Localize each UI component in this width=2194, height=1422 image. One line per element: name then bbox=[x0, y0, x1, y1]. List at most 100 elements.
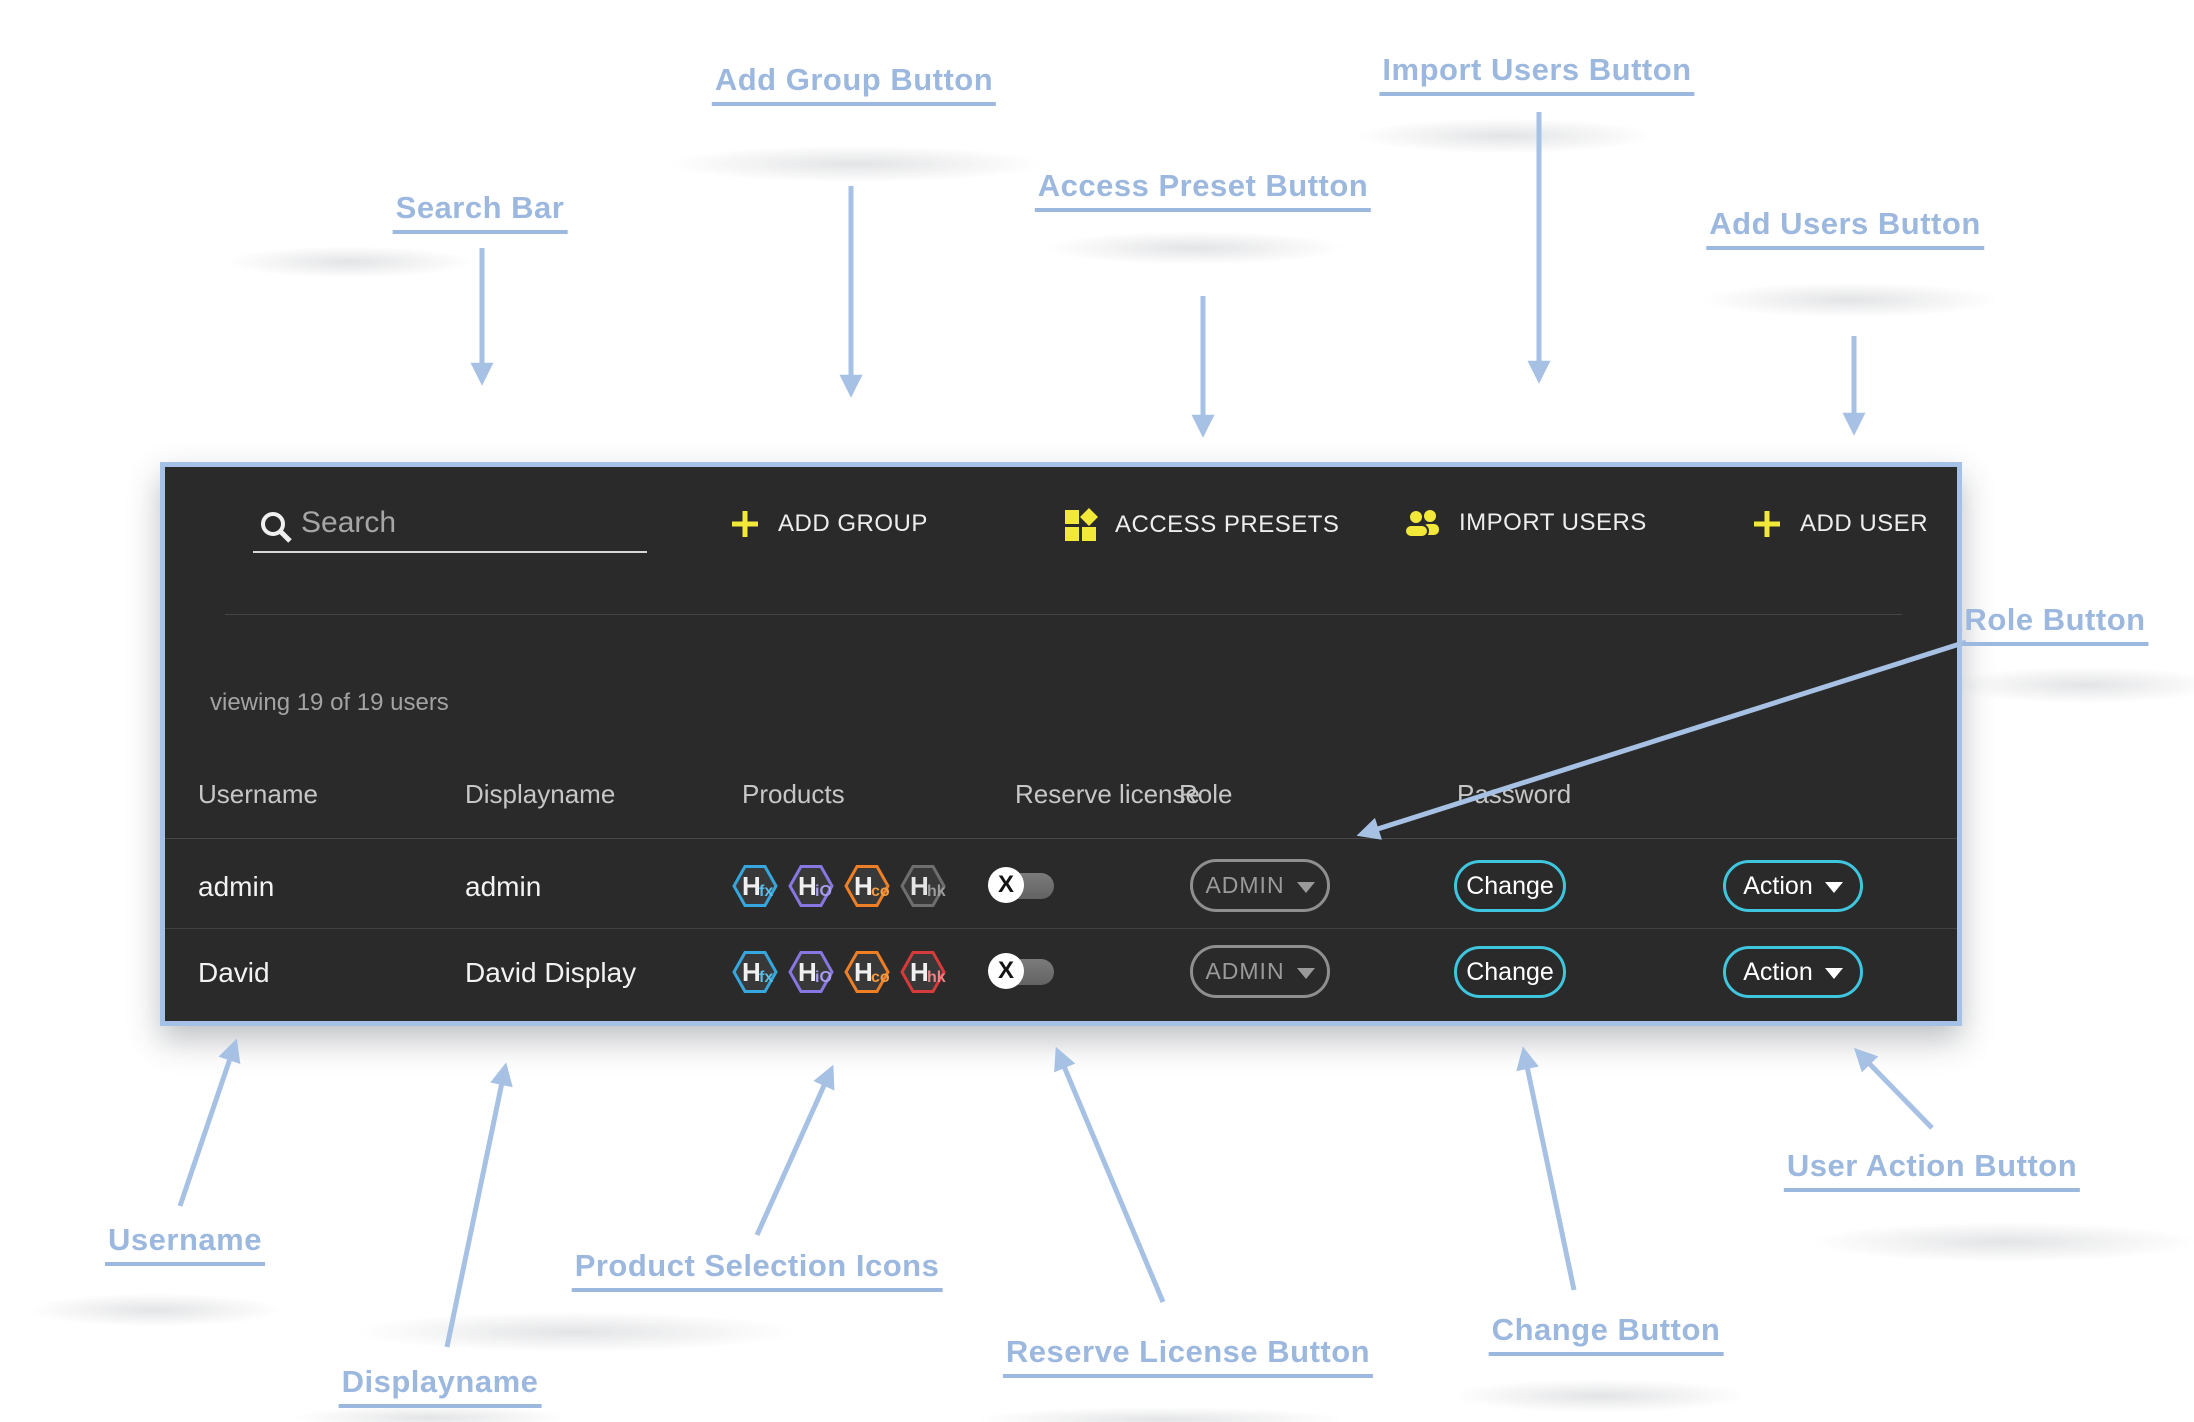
svg-text:H: H bbox=[742, 871, 761, 901]
add-group-button[interactable]: ADD GROUP bbox=[728, 507, 928, 541]
svg-text:H: H bbox=[798, 871, 817, 901]
change-button-arrow bbox=[1516, 1046, 1577, 1291]
product-icon-hfx[interactable]: H fx bbox=[731, 948, 779, 996]
import-users-label: IMPORT USERS bbox=[1459, 509, 1647, 536]
access-presets-button[interactable]: ACCESS PRESETS bbox=[1063, 507, 1339, 543]
annotation-add-users-button: Add Users Button bbox=[1706, 206, 1984, 250]
product-icon-hhk[interactable]: H hk bbox=[899, 862, 947, 910]
column-header-username: Username bbox=[198, 779, 318, 809]
change-password-button[interactable]: Change bbox=[1454, 860, 1566, 912]
product-icon-hio[interactable]: H iO bbox=[787, 862, 835, 910]
svg-text:co: co bbox=[871, 883, 890, 900]
svg-text:H: H bbox=[910, 957, 929, 987]
svg-text:fx: fx bbox=[759, 883, 773, 900]
role-dropdown-button[interactable]: ADMIN bbox=[1190, 945, 1330, 998]
add-user-button[interactable]: ADD USER bbox=[1750, 507, 1928, 541]
product-icon-hco[interactable]: H co bbox=[843, 862, 891, 910]
search-input[interactable] bbox=[253, 501, 647, 553]
svg-text:H: H bbox=[854, 957, 873, 987]
annotation-product-selection-icons: Product Selection Icons bbox=[571, 1248, 943, 1292]
reserve-license-arrow bbox=[1054, 1046, 1166, 1303]
change-password-button[interactable]: Change bbox=[1454, 946, 1566, 998]
product-selection-arrow bbox=[754, 1064, 835, 1237]
row-divider bbox=[165, 928, 1957, 929]
product-icon-hco[interactable]: H co bbox=[843, 948, 891, 996]
annotation-role-button: Role Button bbox=[1961, 602, 2149, 646]
svg-text:H: H bbox=[910, 871, 929, 901]
reserve-license-toggle[interactable]: X bbox=[988, 953, 1054, 989]
svg-text:iO: iO bbox=[815, 883, 832, 900]
product-icon-hio[interactable]: H iO bbox=[787, 948, 835, 996]
toggle-knob: X bbox=[988, 867, 1024, 903]
shadow-blob bbox=[1680, 280, 2020, 320]
shadow-blob bbox=[950, 1405, 1370, 1422]
role-dropdown-button[interactable]: ADMIN bbox=[1190, 859, 1330, 912]
product-icon-hfx[interactable]: H fx bbox=[731, 862, 779, 910]
svg-text:fx: fx bbox=[759, 969, 773, 986]
change-label: Change bbox=[1466, 957, 1554, 986]
user-management-panel: ADD GROUP ACCESS PRESETS IMPORT USERS bbox=[160, 462, 1962, 1026]
change-label: Change bbox=[1466, 871, 1554, 900]
svg-text:H: H bbox=[798, 957, 817, 987]
username-cell: admin bbox=[198, 871, 275, 902]
shadow-blob bbox=[210, 244, 490, 280]
chevron-down-icon bbox=[1824, 968, 1843, 979]
presets-grid-icon bbox=[1065, 508, 1098, 541]
shadow-blob bbox=[1430, 1377, 1770, 1415]
chevron-down-icon bbox=[1296, 881, 1315, 893]
add-user-label: ADD USER bbox=[1800, 510, 1929, 537]
user-count-status: viewing 19 of 19 users bbox=[210, 689, 449, 716]
shadow-blob bbox=[1025, 229, 1365, 267]
annotation-add-group-button: Add Group Button bbox=[711, 62, 997, 106]
add-group-label: ADD GROUP bbox=[778, 510, 928, 537]
displayname-cell: David Display bbox=[465, 957, 637, 988]
svg-text:H: H bbox=[854, 871, 873, 901]
user-action-arrow bbox=[1853, 1047, 1934, 1130]
annotation-user-action-button: User Action Button bbox=[1783, 1148, 2081, 1192]
action-label: Action bbox=[1743, 871, 1813, 900]
annotation-import-users-button: Import Users Button bbox=[1379, 52, 1695, 96]
user-action-dropdown-button[interactable]: Action bbox=[1723, 946, 1863, 998]
people-icon bbox=[1404, 509, 1439, 538]
displayname-arrow bbox=[444, 1062, 513, 1348]
shadow-blob bbox=[1335, 116, 1675, 156]
chevron-down-icon bbox=[1296, 967, 1315, 979]
column-header-password: Password bbox=[1457, 779, 1572, 809]
annotation-reserve-license-button: Reserve License Button bbox=[1002, 1334, 1374, 1378]
annotation-displayname: Displayname bbox=[338, 1364, 542, 1408]
column-header-displayname: Displayname bbox=[465, 779, 616, 809]
chevron-down-icon bbox=[1824, 882, 1843, 893]
column-header-reserve-license: Reserve license bbox=[1015, 779, 1200, 809]
toggle-knob: X bbox=[988, 953, 1024, 989]
svg-text:H: H bbox=[742, 957, 761, 987]
plus-icon bbox=[1754, 511, 1780, 537]
annotation-access-preset-button: Access Preset Button bbox=[1034, 168, 1372, 212]
username-arrow bbox=[177, 1038, 241, 1207]
role-label: ADMIN bbox=[1205, 958, 1285, 984]
username-cell: David bbox=[198, 957, 270, 988]
shadow-blob bbox=[1930, 664, 2194, 706]
access-presets-label: ACCESS PRESETS bbox=[1115, 511, 1340, 538]
annotation-search-bar: Search Bar bbox=[392, 190, 568, 234]
import-users-button[interactable]: IMPORT USERS bbox=[1403, 507, 1647, 539]
svg-text:co: co bbox=[871, 969, 890, 986]
action-label: Action bbox=[1743, 957, 1813, 986]
shadow-blob bbox=[10, 1291, 300, 1329]
shadow-blob bbox=[640, 143, 1070, 185]
role-label: ADMIN bbox=[1205, 872, 1285, 898]
product-icon-hhk[interactable]: H hk bbox=[899, 948, 947, 996]
displayname-cell: admin bbox=[465, 871, 542, 902]
annotation-username: Username bbox=[105, 1222, 265, 1266]
svg-text:hk: hk bbox=[927, 969, 946, 986]
shadow-blob bbox=[1785, 1219, 2194, 1265]
shadow-blob bbox=[325, 1309, 825, 1355]
svg-text:hk: hk bbox=[927, 883, 946, 900]
toolbar-divider bbox=[225, 614, 1902, 615]
column-header-products: Products bbox=[742, 779, 845, 809]
svg-text:iO: iO bbox=[815, 969, 832, 986]
column-header-role: Role bbox=[1179, 779, 1233, 809]
reserve-license-toggle[interactable]: X bbox=[988, 867, 1054, 903]
user-action-dropdown-button[interactable]: Action bbox=[1723, 860, 1863, 912]
plus-icon bbox=[732, 511, 758, 537]
